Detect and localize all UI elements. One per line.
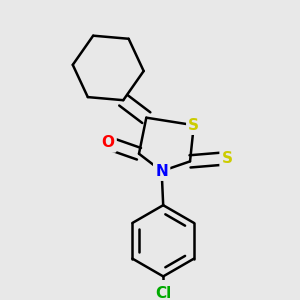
Text: S: S: [222, 151, 233, 166]
Text: O: O: [101, 135, 115, 150]
Text: Cl: Cl: [155, 286, 171, 300]
Text: N: N: [155, 164, 168, 179]
Text: S: S: [188, 118, 199, 133]
